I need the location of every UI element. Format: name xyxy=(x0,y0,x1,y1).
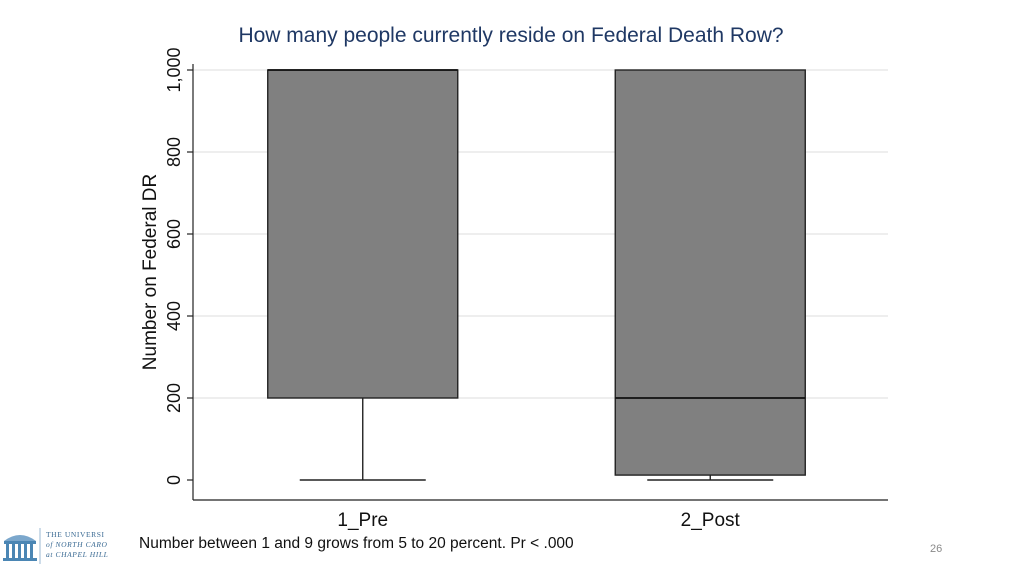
old-well-icon xyxy=(3,528,41,564)
logo-line-2: of NORTH CARO xyxy=(46,540,108,549)
slide-number: 26 xyxy=(930,543,943,555)
x-category-label: 1_Pre xyxy=(337,510,388,531)
y-axis-title: Number on Federal DR xyxy=(140,174,161,370)
y-tick-label: 1,000 xyxy=(164,47,184,92)
box-1 xyxy=(267,69,459,481)
y-tick-label: 800 xyxy=(164,137,184,167)
logo-line-1: THE UNIVERSI xyxy=(46,530,105,539)
iqr-box xyxy=(267,69,459,399)
logo-line-3: at CHAPEL HILL xyxy=(46,550,109,559)
footnote: Number between 1 and 9 grows from 5 to 2… xyxy=(139,535,574,552)
axes xyxy=(192,64,888,501)
box-2 xyxy=(614,69,806,481)
university-logo: THE UNIVERSI of NORTH CARO at CHAPEL HIL… xyxy=(0,524,118,566)
boxes xyxy=(267,69,806,481)
y-tick-label: 0 xyxy=(164,475,184,485)
x-category-label: 2_Post xyxy=(681,510,741,531)
x-category-labels: 1_Pre 2_Post xyxy=(337,510,740,531)
y-tick-label: 400 xyxy=(164,301,184,331)
chart-title: How many people currently reside on Fede… xyxy=(238,24,783,47)
y-ticks: 0 200 400 600 800 1,000 xyxy=(164,47,193,485)
iqr-box xyxy=(614,69,806,476)
y-tick-label: 200 xyxy=(164,383,184,413)
y-tick-label: 600 xyxy=(164,219,184,249)
